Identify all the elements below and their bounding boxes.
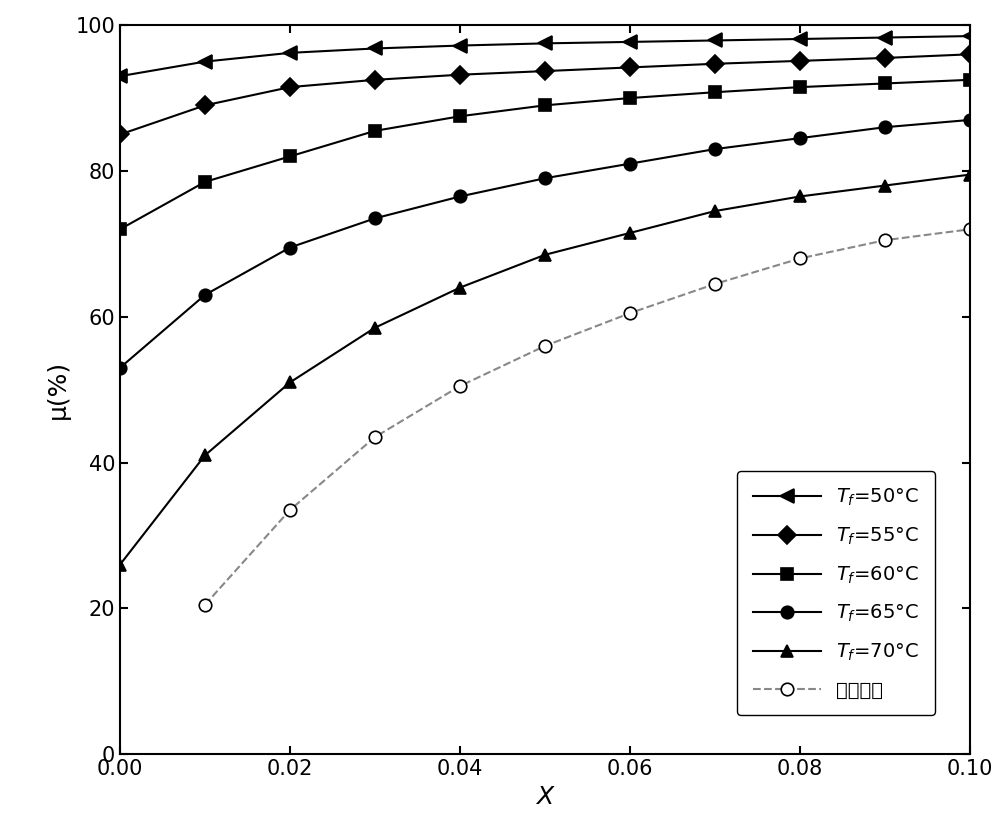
X-axis label: $X$: $X$	[535, 784, 555, 809]
Legend: $T_f$=50°C, $T_f$=55°C, $T_f$=60°C, $T_f$=65°C, $T_f$=70°C, 水回收线: $T_f$=50°C, $T_f$=55°C, $T_f$=60°C, $T_f…	[737, 471, 935, 716]
Y-axis label: μ(%): μ(%)	[46, 360, 70, 419]
